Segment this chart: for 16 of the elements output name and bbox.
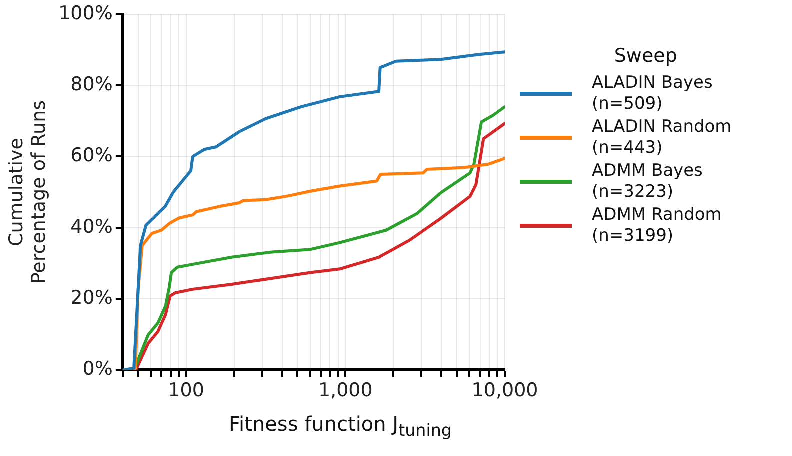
x-tick-label: 1,000 <box>318 380 373 402</box>
legend-label: ALADIN Random (n=443) <box>592 117 732 159</box>
y-tick-label: 100% <box>58 2 113 24</box>
y-axis-title: Cumulative Percentage of Runs <box>5 100 50 284</box>
legend-label: ADMM Bayes (n=3223) <box>592 161 703 203</box>
legend-label: ADMM Random (n=3199) <box>592 205 722 247</box>
y-tick-label: 80% <box>70 73 113 96</box>
y-tick-label: 0% <box>82 358 113 380</box>
x-tick-label: 100 <box>168 380 204 402</box>
y-tick-label: 60% <box>70 144 113 167</box>
legend-title: Sweep <box>613 45 678 67</box>
y-tick-label: 40% <box>70 216 113 238</box>
x-axis-title: Fitness function J$_{tuning}$ <box>228 412 453 440</box>
y-tick-label: 20% <box>70 286 113 309</box>
x-tick-label: 10,000 <box>472 380 538 402</box>
legend-label: ALADIN Bayes (n=509) <box>592 73 713 115</box>
